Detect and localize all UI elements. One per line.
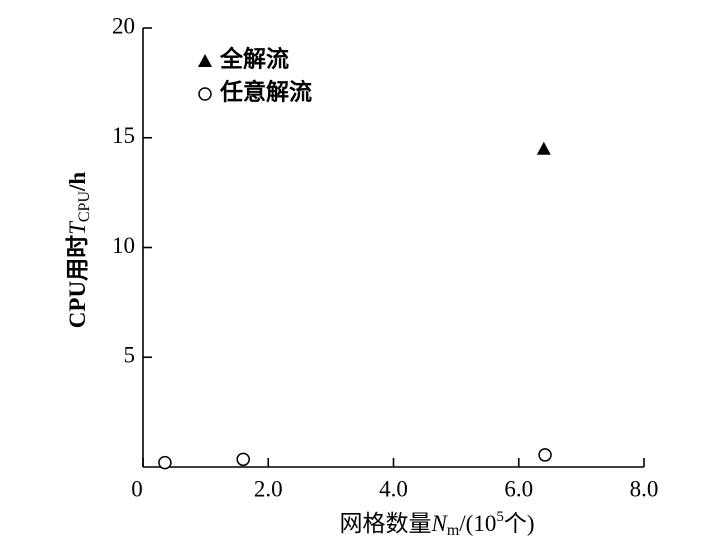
x-axis-label: 网格数量Nm/(105个) bbox=[339, 509, 534, 538]
data-point bbox=[538, 448, 552, 462]
x-tick-label: 6.0 bbox=[504, 476, 533, 501]
x-tick-label: 8.0 bbox=[630, 476, 659, 501]
y-tick-label: 5 bbox=[124, 343, 136, 368]
x-tick-label: 4.0 bbox=[379, 476, 408, 501]
legend-marker bbox=[198, 54, 212, 67]
x-tick-label: 2.0 bbox=[254, 476, 283, 501]
y-tick-label: 15 bbox=[112, 123, 135, 148]
legend-label: 任意解流 bbox=[219, 78, 312, 104]
y-axis-label: CPU用时TCPU/h bbox=[65, 172, 92, 329]
x-tick-label: 0 bbox=[131, 476, 143, 501]
y-tick-label: 20 bbox=[112, 13, 135, 38]
data-point bbox=[158, 455, 172, 470]
y-tick-label: 10 bbox=[112, 233, 135, 258]
data-point bbox=[236, 452, 250, 467]
legend-label: 全解流 bbox=[219, 45, 289, 71]
data-point bbox=[536, 141, 551, 155]
legend-marker bbox=[198, 87, 212, 101]
